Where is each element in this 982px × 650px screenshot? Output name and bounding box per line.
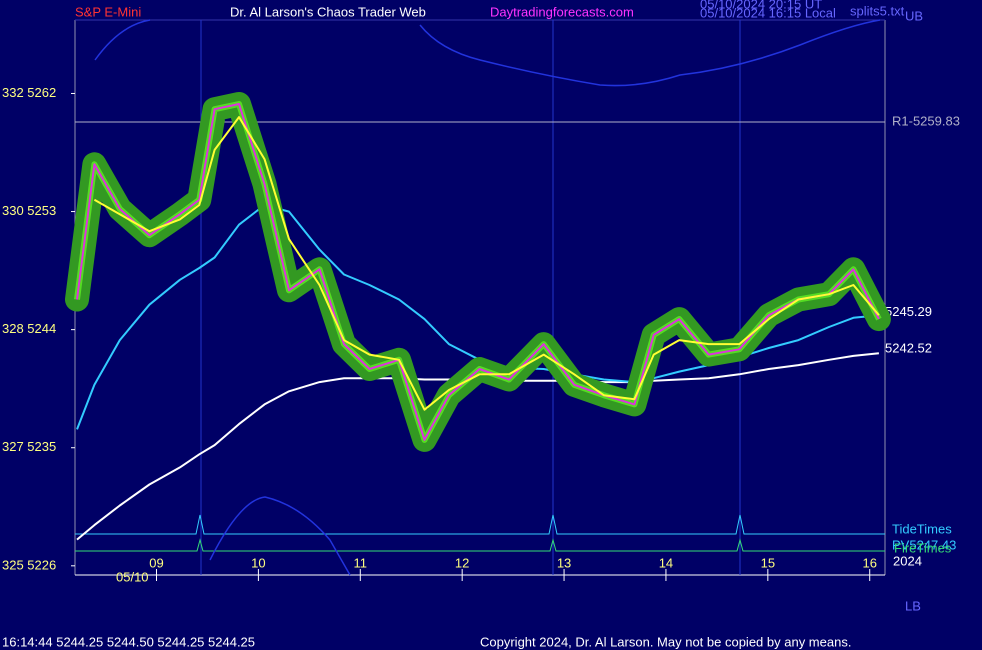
series-line bbox=[93, 116, 880, 411]
upper-band-label: UB bbox=[905, 8, 923, 23]
tide-label: TideTimes bbox=[892, 521, 952, 536]
timestamp-local: 05/10/2024 16:15 Local bbox=[700, 5, 836, 20]
y-tick-label: 327 5235 bbox=[2, 439, 56, 454]
copyright: Copyright 2024, Dr. Al Larson. May not b… bbox=[480, 634, 851, 649]
level-label: 5242.52 bbox=[885, 341, 932, 356]
y-tick-label: 330 5253 bbox=[2, 203, 56, 218]
x-tick-label: 13 bbox=[557, 555, 571, 570]
symbol: S&P E-Mini bbox=[75, 4, 141, 19]
timestamp-ut: 05/10/2024 20:15 UT bbox=[700, 0, 822, 11]
plot: 325 5226 327 5235 328 5244 330 5253 332 5262… bbox=[2, 0, 960, 649]
x-tick-label: 15 bbox=[761, 555, 775, 570]
x-tick-label: 14 bbox=[659, 555, 673, 570]
pv-label: PV5247.43 bbox=[892, 537, 956, 552]
series-line bbox=[76, 103, 880, 441]
x-tick-label: 11 bbox=[354, 555, 368, 570]
y-tick-label: 328 5244 bbox=[2, 321, 56, 336]
fire-line bbox=[75, 538, 885, 552]
title: Dr. Al Larson's Chaos Trader Web bbox=[230, 4, 426, 19]
lower-band-label: LB bbox=[905, 598, 921, 613]
x-tick-label: 16 bbox=[862, 555, 876, 570]
fire-label: FireTimes bbox=[894, 540, 952, 555]
level-label: R1-5259.83 bbox=[892, 113, 960, 128]
year-label: 2024 bbox=[893, 553, 922, 568]
tide-line bbox=[75, 514, 885, 535]
y-tick-label: 332 5262 bbox=[2, 85, 56, 100]
x-tick-label: 10 bbox=[251, 555, 265, 570]
level-label: 5245.29 bbox=[885, 304, 932, 319]
website: Daytradingforecasts.com bbox=[490, 4, 634, 19]
date-label: 05/10 bbox=[116, 569, 149, 584]
file: splits5.txt bbox=[850, 3, 905, 18]
upper-band bbox=[94, 19, 881, 87]
x-tick-label: 09 bbox=[149, 555, 163, 570]
lower-band bbox=[209, 496, 351, 576]
y-tick-label: 325 5226 bbox=[2, 557, 56, 572]
quote: 16:14:44 5244.25 5244.50 5244.25 5244.25 bbox=[2, 634, 255, 649]
x-tick-label: 12 bbox=[455, 555, 469, 570]
